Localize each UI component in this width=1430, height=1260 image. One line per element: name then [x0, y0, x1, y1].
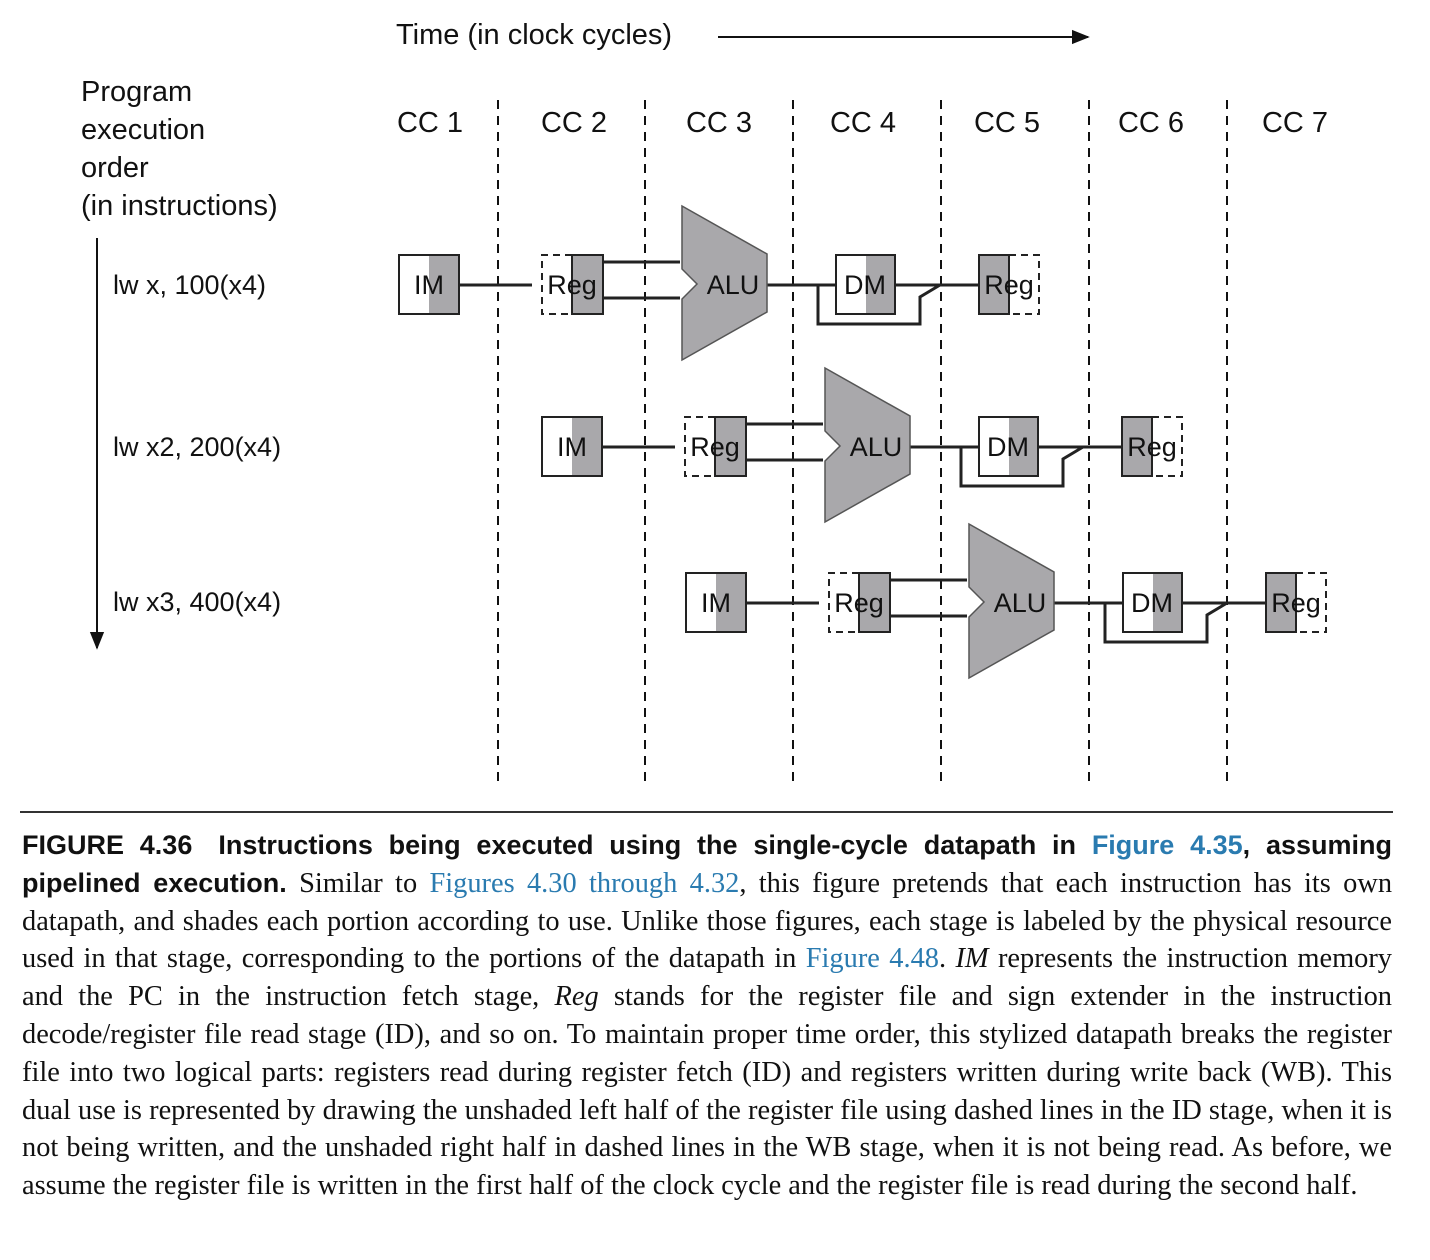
caption-text: represents the instruction memory and th… — [22, 943, 1392, 1013]
reg-shaded-half — [858, 572, 891, 633]
caption-reference-link[interactable]: Figures 4.30 through 4.32 — [429, 867, 740, 899]
reg-dashed-half — [1296, 572, 1327, 633]
instruction-label-3: lw x3, 400(x4) — [113, 587, 281, 617]
wire-dm-bypass — [816, 283, 941, 326]
dm-label: DM — [987, 432, 1029, 462]
reg-dashed-half — [1009, 254, 1040, 315]
dm-box — [1122, 572, 1183, 633]
instruction-pipeline-1: IM Reg ALU DM Reg — [398, 204, 1040, 362]
im-box — [541, 416, 603, 477]
reg-shaded-half — [978, 254, 1010, 315]
caption-title: Instructions being executed using the si… — [218, 830, 1077, 860]
dm-label: DM — [1131, 588, 1173, 618]
cycle-label-3: CC 3 — [686, 107, 752, 139]
reg-shaded-half — [1121, 416, 1153, 477]
time-axis-label: Time (in clock cycles) — [396, 19, 672, 51]
im-box — [398, 254, 460, 315]
cycle-label-5: CC 5 — [974, 107, 1040, 139]
order-label-line-3: order — [81, 152, 149, 184]
reg-shaded-half — [714, 416, 747, 477]
dm-shaded-half — [1009, 417, 1038, 476]
instruction-label-2: lw x2, 200(x4) — [113, 432, 281, 462]
im-stage: IM — [541, 416, 603, 477]
dm-box — [835, 254, 896, 315]
reg-label: Reg — [1127, 432, 1177, 462]
reg-dashed-half — [684, 416, 715, 477]
alu-label: ALU — [994, 588, 1047, 618]
alu-label: ALU — [707, 270, 760, 300]
im-shaded-half — [716, 573, 746, 632]
dm-stage: DM — [978, 416, 1039, 477]
im-stage: IM — [685, 572, 747, 633]
caption-text: . — [938, 943, 956, 975]
im-box — [685, 572, 747, 633]
reg-label: Reg — [547, 270, 597, 300]
caption-divider — [20, 811, 1393, 813]
reg-dashed-half — [828, 572, 859, 633]
reg-shaded-half — [1265, 572, 1297, 633]
reg-read-stage: Reg — [541, 254, 604, 315]
reg-label: Reg — [834, 588, 884, 618]
caption-reference-link[interactable]: Figure 4.48 — [805, 943, 939, 975]
order-label-line-1: Program — [81, 76, 192, 108]
reg-label: Reg — [1271, 588, 1321, 618]
im-label: IM — [701, 588, 731, 618]
reg-dashed-half — [1152, 416, 1183, 477]
caption-title-end: , assuming pipelined execution. — [22, 830, 1392, 898]
dm-shaded-half — [866, 255, 895, 314]
dm-shaded-half — [1153, 573, 1182, 632]
reg-write-stage: Reg — [1265, 572, 1327, 633]
order-label-line-4: (in instructions) — [81, 190, 278, 222]
figure-number: FIGURE 4.36 — [22, 830, 193, 860]
cycle-label-7: CC 7 — [1262, 107, 1328, 139]
alu-shape — [681, 204, 768, 362]
pipeline-diagram: Time (in clock cycles) Program execution… — [81, 19, 1328, 782]
wire-dm-bypass — [1103, 601, 1228, 644]
instruction-pipeline-3: IM Reg ALU DM Reg — [685, 522, 1327, 680]
alu-shape — [968, 522, 1055, 680]
alu-stage: ALU — [968, 522, 1055, 680]
caption-text: , this figure pretends that each instruc… — [22, 867, 1393, 975]
caption-text: Similar to — [286, 867, 430, 899]
cycle-label-1: CC 1 — [397, 107, 463, 139]
instruction-pipeline-2: IM Reg ALU DM Reg — [541, 366, 1183, 524]
cycle-label-2: CC 2 — [541, 107, 607, 139]
dm-stage: DM — [835, 254, 896, 315]
dm-stage: DM — [1122, 572, 1183, 633]
dm-label: DM — [844, 270, 886, 300]
reg-write-stage: Reg — [1121, 416, 1183, 477]
cycle-label-6: CC 6 — [1118, 107, 1184, 139]
alu-label: ALU — [850, 432, 903, 462]
im-label: IM — [414, 270, 444, 300]
cycle-dividers — [497, 100, 1228, 782]
caption-title-reference[interactable]: Figure 4.35 — [1091, 830, 1243, 860]
reg-read-stage: Reg — [828, 572, 891, 633]
im-stage: IM — [398, 254, 460, 315]
reg-shaded-half — [571, 254, 604, 315]
cycle-label-4: CC 4 — [830, 107, 896, 139]
alu-stage: ALU — [824, 366, 911, 524]
order-label-line-2: execution — [81, 114, 205, 146]
caption-emphasis-im: IM — [955, 943, 989, 975]
instruction-label-1: lw x, 100(x4) — [113, 270, 266, 300]
dm-box — [978, 416, 1039, 477]
alu-shape — [824, 366, 911, 524]
im-label: IM — [557, 432, 587, 462]
figure-caption: FIGURE 4.36 Instructions being executed u… — [22, 827, 1392, 1205]
alu-stage: ALU — [681, 204, 768, 362]
reg-write-stage: Reg — [978, 254, 1040, 315]
reg-label: Reg — [690, 432, 740, 462]
caption-emphasis-reg: Reg — [554, 981, 599, 1013]
wire-dm-bypass — [959, 445, 1084, 488]
caption-text: stands for the register file and sign ex… — [22, 981, 1392, 1202]
im-shaded-half — [429, 255, 459, 314]
im-shaded-half — [572, 417, 602, 476]
reg-read-stage: Reg — [684, 416, 747, 477]
reg-label: Reg — [984, 270, 1034, 300]
reg-dashed-half — [541, 254, 572, 315]
